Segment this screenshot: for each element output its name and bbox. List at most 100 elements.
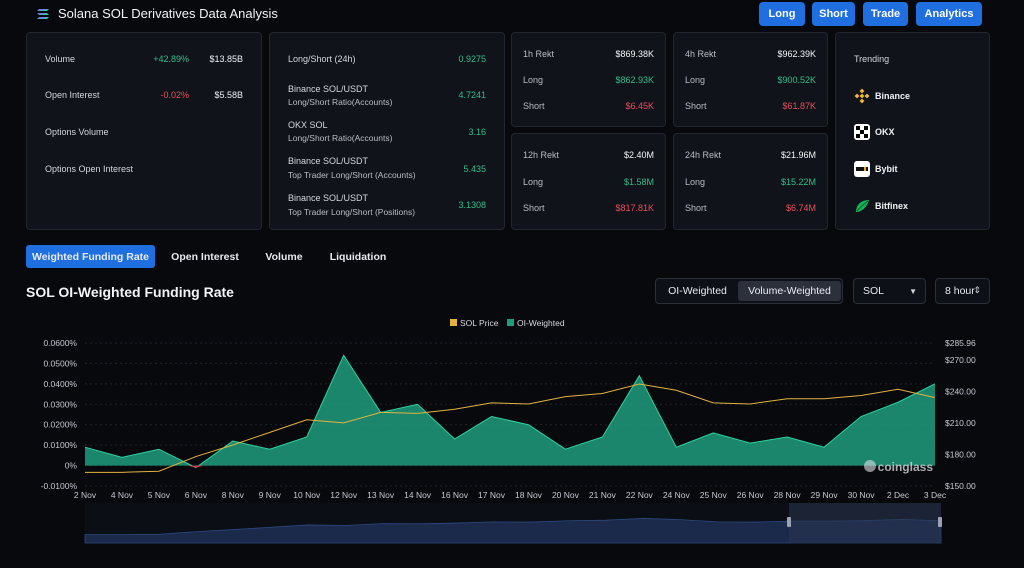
range-handle-left (787, 517, 791, 527)
trending-okx-label: OKX (875, 127, 895, 137)
ls-binance-accounts-sub: Long/Short Ratio(Accounts) (288, 97, 393, 107)
rekt-12h-period: 12h Rekt (523, 150, 560, 160)
rekt-24h-long-label: Long (685, 177, 706, 187)
nav-trade-button[interactable]: Trade (863, 2, 908, 26)
rekt-4h-short-label: Short (685, 101, 707, 111)
rekt-1h-period: 1h Rekt (523, 49, 555, 59)
coinglass-logo-icon (864, 460, 876, 472)
ls-top-positions-sub: Top Trader Long/Short (Positions) (288, 207, 416, 217)
y-left-tick-label: 0.0500% (43, 358, 77, 368)
x-tick-label: 5 Nov (148, 490, 171, 500)
trending-bybit-label: Bybit (875, 164, 898, 174)
x-tick-label: 13 Nov (367, 490, 395, 500)
sol-price-line (85, 383, 936, 473)
nav-short-button[interactable]: Short (812, 2, 855, 26)
x-tick-label: 29 Nov (811, 490, 839, 500)
range-selection (789, 503, 941, 543)
tab-open-interest[interactable]: Open Interest (171, 250, 239, 263)
oi-weighted-line (84, 354, 936, 469)
oi-weighted-button[interactable]: OI-Weighted (659, 281, 736, 301)
bybit-icon (854, 161, 870, 177)
bitfinex-icon (856, 200, 869, 212)
rekt-4h-short: $61.87K (782, 101, 816, 111)
y-left-tick-label: -0.0100% (41, 481, 78, 491)
y-right-tick-label: $210.00 (945, 418, 976, 428)
y-right-tick-label: $150.00 (945, 481, 976, 491)
rekt-24h-total: $21.96M (780, 150, 816, 160)
solana-logo-icon (37, 9, 49, 19)
x-tick-label: 6 Nov (185, 490, 208, 500)
tab-weighted-funding-rate[interactable]: Weighted Funding Rate (26, 245, 155, 268)
weighting-toggle: OI-Weighted Volume-Weighted (655, 278, 843, 304)
y-left-tick-label: 0.0100% (43, 440, 77, 450)
ls-binance-accounts-name: Binance SOL/USDT (288, 84, 369, 94)
y-left-tick-label: 0.0400% (43, 379, 77, 389)
long-short-card: Long/Short (24h) 0.9275 Binance SOL/USDT… (269, 32, 505, 230)
trending-binance-label: Binance (875, 91, 911, 101)
y-left-tick-label: 0.0200% (43, 420, 77, 430)
chevron-down-icon: ▼ (909, 287, 917, 296)
x-tick-label: 9 Nov (259, 490, 282, 500)
y-left-tick-label: 0% (65, 461, 78, 471)
oi-weighted-area (85, 355, 935, 468)
nav-long-button[interactable]: Long (759, 2, 805, 26)
open-interest-label: Open Interest (45, 90, 100, 100)
x-tick-label: 2 Dec (887, 490, 910, 500)
x-tick-label: 3 Dec (924, 490, 947, 500)
ls-okx-name: OKX SOL (288, 120, 328, 130)
ls-top-positions-value: 3.1308 (458, 200, 486, 210)
legend-oi-weighted-label: OI-Weighted (517, 318, 565, 328)
x-tick-label: 2 Nov (74, 490, 97, 500)
y-left-tick-label: 0.0300% (43, 399, 77, 409)
trending-item-binance[interactable]: Binance (854, 88, 964, 106)
options-open-interest-label: Options Open Interest (45, 164, 134, 174)
top-bar: Solana SOL Derivatives Data Analysis Lon… (0, 0, 1024, 30)
ls-top-accounts-sub: Top Trader Long/Short (Accounts) (288, 170, 416, 180)
y-right-tick-label: $270.00 (945, 355, 976, 365)
symbol-select[interactable]: SOL ▼ (853, 278, 926, 304)
range-navigator-area (84, 518, 942, 544)
coinglass-watermark: coinglass (878, 460, 934, 474)
okx-icon (854, 124, 870, 140)
volume-weighted-button[interactable]: Volume-Weighted (738, 281, 841, 301)
x-tick-label: 18 Nov (515, 490, 543, 500)
negative-funding-area (187, 465, 204, 468)
rekt-12h-long-label: Long (523, 177, 544, 187)
ls-okx-value: 3.16 (468, 127, 486, 137)
ls-top-accounts-name: Binance SOL/USDT (288, 156, 369, 166)
x-tick-label: 16 Nov (441, 490, 469, 500)
ls-top-positions-name: Binance SOL/USDT (288, 193, 369, 203)
rekt-24h-period: 24h Rekt (685, 150, 722, 160)
rekt-card-1h: 1h Rekt $869.38K Long $862.93K Short $6.… (511, 32, 666, 127)
tab-liquidation[interactable]: Liquidation (329, 250, 387, 263)
x-tick-label: 21 Nov (589, 490, 617, 500)
rekt-12h-short: $817.81K (615, 203, 654, 213)
symbol-select-value: SOL (863, 285, 885, 297)
tab-volume[interactable]: Volume (265, 250, 303, 263)
open-interest-change: -0.02% (160, 90, 189, 100)
legend-oi-weighted-swatch (507, 319, 514, 326)
y-right-tick-label: $285.96 (945, 338, 976, 348)
trending-item-okx[interactable]: OKX (854, 124, 964, 142)
overview-card: Volume +42.89% $13.85B Open Interest -0.… (26, 32, 262, 230)
rekt-1h-short: $6.45K (625, 101, 654, 111)
rekt-4h-total: $962.39K (777, 49, 816, 59)
range-navigator (85, 503, 941, 543)
rekt-4h-long: $900.52K (777, 75, 816, 85)
interval-select-value: 8 hour (945, 285, 975, 297)
rekt-24h-short-label: Short (685, 203, 707, 213)
trending-title: Trending (854, 54, 890, 64)
nav-analytics-button[interactable]: Analytics (916, 2, 982, 26)
x-tick-label: 10 Nov (293, 490, 321, 500)
trending-item-bybit[interactable]: Bybit (854, 161, 964, 179)
legend-sol-price-label: SOL Price (460, 318, 499, 328)
rekt-24h-short: $6.74M (785, 203, 816, 213)
trending-item-bitfinex[interactable]: Bitfinex (854, 198, 964, 216)
updown-icon: ⇕ (973, 285, 981, 295)
rekt-4h-period: 4h Rekt (685, 49, 717, 59)
x-tick-label: 28 Nov (774, 490, 802, 500)
y-left-tick-label: 0.0600% (43, 338, 77, 348)
rekt-24h-long: $15.22M (780, 177, 816, 187)
x-tick-label: 26 Nov (737, 490, 765, 500)
interval-select[interactable]: 8 hour ⇕ (935, 278, 990, 304)
